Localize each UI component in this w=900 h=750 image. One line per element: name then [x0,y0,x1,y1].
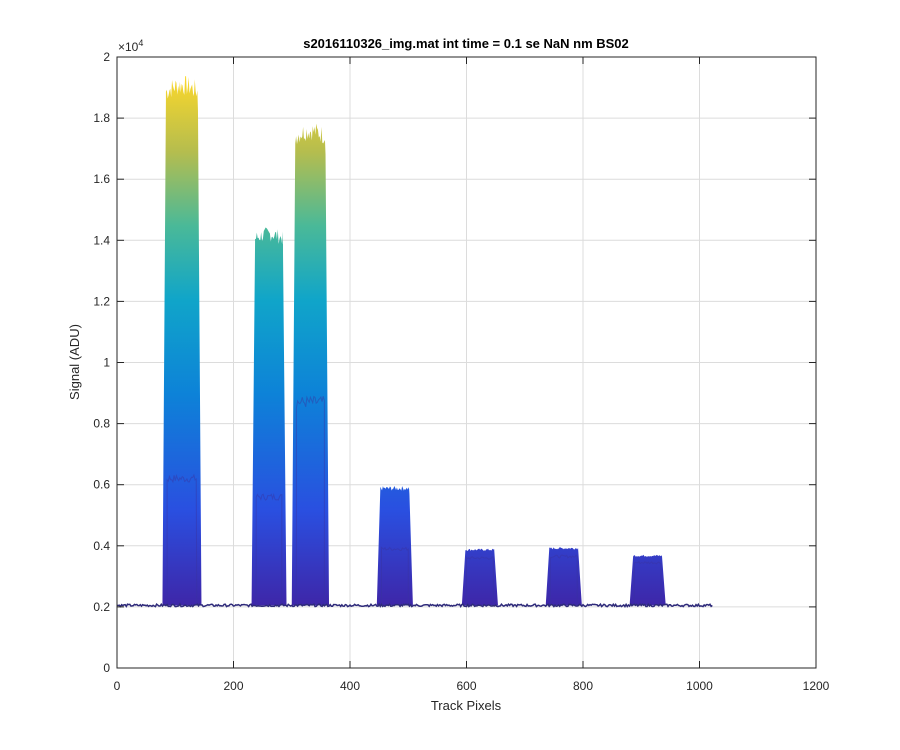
signal-inner-trace [633,560,662,606]
x-tick-label: 600 [456,679,476,693]
chart-title: s2016110326_img.mat int time = 0.1 se Na… [303,36,629,51]
y-tick-label: 1.2 [93,294,110,308]
signal-area [117,75,713,609]
x-tick-label: 0 [114,679,121,693]
y-tick-label: 2 [103,50,110,64]
grid-lines [117,57,816,668]
signal-inner-trace [380,546,409,606]
y-tick-label: 0 [103,661,110,675]
signal-inner-trace [466,556,494,606]
baseline-trace [117,602,713,609]
signal-peak [545,547,582,606]
x-tick-label: 400 [340,679,360,693]
signal-inner-trace [255,492,283,606]
signal-inner-trace [166,473,198,606]
y-tick-label: 1.4 [93,233,110,247]
x-tick-label: 1200 [803,679,830,693]
x-tick-label: 800 [573,679,593,693]
signal-inner-trace [295,395,325,606]
signal-peak [162,75,202,606]
signal-peak [251,227,287,606]
y-tick-label: 1 [103,356,110,370]
y-exponent-label: ×104 [118,38,143,54]
y-tick-label: 0.8 [93,417,110,431]
signal-peak [461,548,498,606]
signal-peak [629,554,666,606]
x-axis-label: Track Pixels [431,698,502,713]
signal-inner-trace [549,554,578,606]
x-tick-label: 200 [223,679,243,693]
y-tick-label: 1.8 [93,111,110,125]
axis-ticks: 0 200 400 600 800 1000 1200 0 0.2 0.4 0.6 0.8 1 1.2 1.… [93,50,829,693]
y-axis-label: Signal (ADU) [67,324,82,400]
y-tick-label: 0.6 [93,478,110,492]
x-tick-label: 1000 [686,679,713,693]
y-exponent-base: ×10 [118,40,139,54]
y-exponent-power: 4 [138,38,143,48]
y-tick-label: 0.2 [93,600,110,614]
y-tick-label: 1.6 [93,172,110,186]
signal-peak [291,123,330,606]
y-tick-label: 0.4 [93,539,110,553]
signal-peak [376,486,413,606]
